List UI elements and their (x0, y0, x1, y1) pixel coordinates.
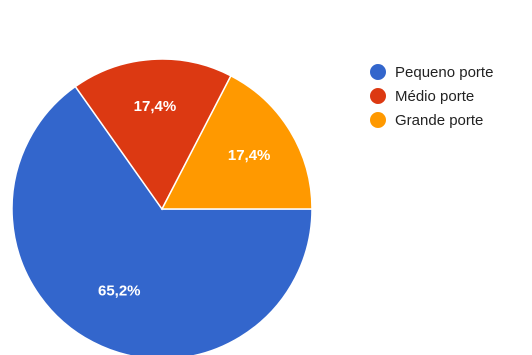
pie-slice-labels: 65,2% 17,4% 17,4% (98, 98, 270, 299)
pie-slice-medio-porte[interactable] (74, 58, 232, 211)
legend: Pequeno porte Médio porte Grande porte (370, 60, 530, 132)
legend-item-pequeno-porte[interactable]: Pequeno porte (370, 60, 530, 84)
slice-label-grande-porte: 17,4% (228, 147, 271, 164)
legend-label-pequeno-porte: Pequeno porte (395, 63, 494, 81)
slice-label-pequeno-porte: 65,2% (98, 283, 141, 300)
legend-label-medio-porte: Médio porte (395, 87, 475, 105)
slice-label-medio-porte: 17,4% (134, 98, 177, 115)
legend-label-grande-porte: Grande porte (395, 111, 484, 129)
legend-item-medio-porte[interactable]: Médio porte (370, 84, 530, 108)
pie-slice-grande-porte[interactable] (160, 74, 313, 210)
legend-item-grande-porte[interactable]: Grande porte (370, 108, 530, 132)
pie-slice-pequeno-porte[interactable] (11, 85, 313, 355)
pie-slices (11, 58, 313, 355)
legend-swatch-grande-porte (370, 112, 386, 128)
legend-swatch-pequeno-porte (370, 64, 386, 80)
legend-swatch-medio-porte (370, 88, 386, 104)
